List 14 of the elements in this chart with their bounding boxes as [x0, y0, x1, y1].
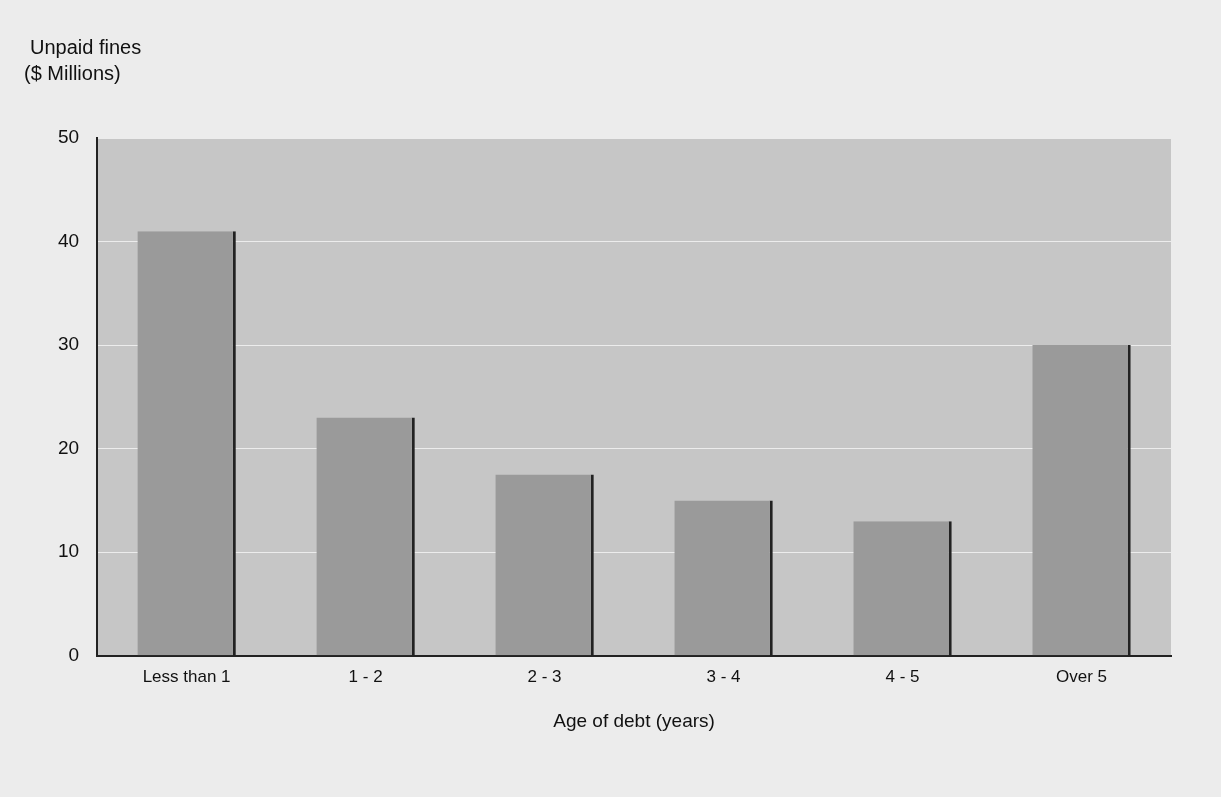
y-tick-label: 30 [57, 333, 80, 355]
y-tick-label: 0 [68, 644, 80, 666]
y-tick-label: 50 [57, 126, 80, 148]
x-tick-label: 3 - 4 [706, 666, 741, 686]
x-tick-label: 4 - 5 [885, 666, 920, 686]
y-tick-label: 20 [57, 436, 80, 458]
y-tick-label: 40 [57, 229, 80, 251]
x-tick-label: Less than 1 [142, 666, 231, 686]
x-tick-label: Over 5 [1056, 666, 1108, 686]
x-tick-label: 1 - 2 [348, 666, 383, 686]
y-axis-title: Unpaid fines ($ Millions) [24, 35, 142, 84]
x-tick-label: 2 - 3 [527, 666, 562, 686]
y-tick-label: 10 [57, 540, 80, 562]
x-axis-title: Age of debt (years) [553, 709, 715, 731]
